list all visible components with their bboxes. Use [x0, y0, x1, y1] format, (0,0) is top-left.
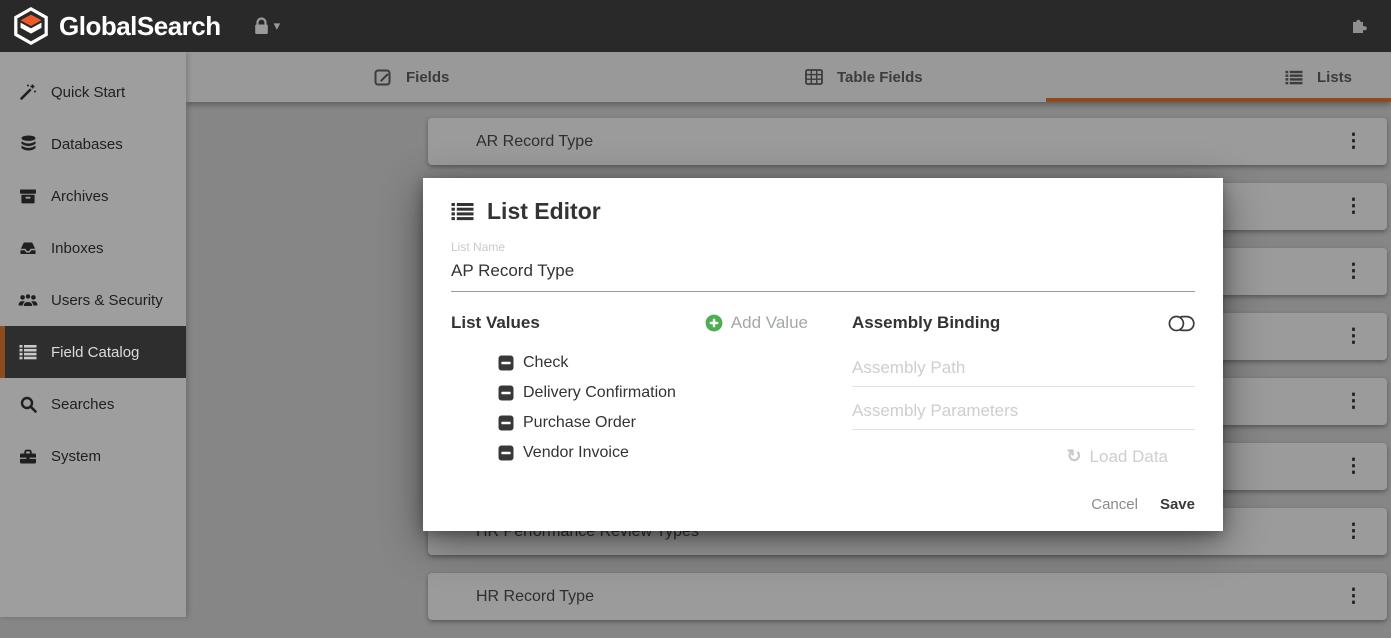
globalsearch-logo-icon [14, 7, 48, 45]
app-logo: GlobalSearch [12, 7, 221, 45]
briefcase-icon [18, 448, 38, 465]
load-data-label: Load Data [1089, 446, 1168, 466]
plus-circle-icon [705, 314, 723, 332]
app-title: GlobalSearch [59, 10, 221, 41]
sidebar-item-label: Inboxes [51, 239, 104, 257]
list-row[interactable]: AR Record Type ⋮ [428, 118, 1387, 165]
list-value-item: Delivery Confirmation [498, 378, 808, 408]
list-name-label: List Name [451, 240, 506, 254]
sidebar: Quick Start Databases Archives [0, 52, 186, 617]
tab-label: Fields [406, 68, 450, 86]
caret-down-icon: ▾ [273, 18, 281, 33]
list-value-label: Delivery Confirmation [523, 384, 676, 401]
list-editor-modal: List Editor List Name List Values Add Va… [423, 178, 1223, 531]
assembly-parameters-input[interactable] [852, 393, 1195, 430]
modal-title-text: List Editor [487, 198, 601, 224]
list-name-field: List Name [451, 240, 1195, 292]
sidebar-item-users-security[interactable]: Users & Security [0, 274, 186, 326]
lock-icon [254, 17, 268, 34]
sidebar-item-system[interactable]: System [0, 430, 186, 482]
database-icon [18, 135, 38, 153]
tab-table-fields[interactable]: Table Fields [805, 52, 923, 102]
sidebar-item-label: Databases [51, 135, 123, 153]
sidebar-item-label: System [51, 447, 102, 465]
list-value-item: Vendor Invoice [498, 438, 808, 468]
tab-fields[interactable]: Fields [374, 52, 449, 102]
assembly-binding-heading: Assembly Binding [852, 313, 1001, 332]
list-value-item: Purchase Order [498, 408, 808, 438]
list-icon [451, 202, 474, 221]
sidebar-item-label: Quick Start [51, 83, 126, 101]
list-value-label: Purchase Order [523, 414, 636, 431]
remove-value-icon[interactable] [498, 385, 514, 401]
puzzle-icon [1353, 19, 1367, 33]
list-value-label: Vendor Invoice [523, 444, 629, 461]
sidebar-item-searches[interactable]: Searches [0, 378, 186, 430]
kebab-menu-icon[interactable]: ⋮ [1344, 196, 1363, 217]
inbox-icon [18, 240, 38, 256]
kebab-menu-icon[interactable]: ⋮ [1344, 456, 1363, 477]
tab-lists[interactable]: Lists [1285, 52, 1352, 102]
list-values-header: List Values Add Value [451, 310, 808, 336]
sidebar-item-field-catalog[interactable]: Field Catalog [0, 326, 186, 378]
sidebar-item-archives[interactable]: Archives [0, 170, 186, 222]
kebab-menu-icon[interactable]: ⋮ [1344, 586, 1363, 607]
tab-label: Lists [1317, 68, 1353, 86]
list-values-column: List Values Add Value [451, 310, 808, 468]
assembly-binding-column: Assembly Binding ↻ Load Data [852, 310, 1195, 468]
kebab-menu-icon[interactable]: ⋮ [1344, 261, 1363, 282]
modal-footer: Cancel Save [1091, 496, 1195, 513]
list-values-heading: List Values [451, 313, 540, 332]
archive-icon [18, 188, 38, 205]
sidebar-item-label: Field Catalog [51, 343, 140, 361]
edit-icon [374, 68, 392, 86]
list-row[interactable]: HR Record Type ⋮ [428, 573, 1387, 620]
list-value-item: Check [498, 348, 808, 378]
refresh-icon: ↻ [1066, 446, 1082, 466]
remove-value-icon[interactable] [498, 445, 514, 461]
modal-title: List Editor [451, 198, 1195, 225]
assembly-path-input[interactable] [852, 350, 1195, 387]
tab-bar: Fields Table Fields [186, 52, 1391, 102]
list-values: Check Delivery Confirmation [451, 348, 808, 468]
integrations-button[interactable] [1350, 16, 1369, 34]
kebab-menu-icon[interactable]: ⋮ [1344, 131, 1363, 152]
sidebar-item-inboxes[interactable]: Inboxes [0, 222, 186, 274]
list-icon [1285, 70, 1303, 85]
search-icon [18, 396, 38, 413]
sidebar-item-quick-start[interactable]: Quick Start [0, 66, 186, 118]
remove-value-icon[interactable] [498, 415, 514, 431]
toggle-off-icon [1168, 315, 1195, 331]
active-tab-indicator [1046, 98, 1391, 102]
add-value-label: Add Value [730, 313, 808, 332]
remove-value-icon[interactable] [498, 355, 514, 371]
table-icon [805, 69, 823, 85]
kebab-menu-icon[interactable]: ⋮ [1344, 521, 1363, 542]
modal-columns: List Values Add Value [451, 310, 1195, 468]
tab-label: Table Fields [837, 68, 923, 86]
assembly-binding-header: Assembly Binding [852, 310, 1195, 336]
save-button[interactable]: Save [1159, 496, 1195, 513]
users-icon [18, 292, 38, 308]
list-icon [18, 344, 38, 360]
app-header: GlobalSearch ▾ [0, 0, 1391, 52]
list-name-input[interactable] [451, 254, 1195, 292]
list-row-label: HR Record Type [476, 587, 594, 605]
list-value-label: Check [523, 354, 569, 371]
add-value-button[interactable]: Add Value [705, 313, 808, 333]
sidebar-item-label: Searches [51, 395, 115, 413]
list-row-label: AR Record Type [476, 132, 594, 150]
cancel-button[interactable]: Cancel [1091, 496, 1138, 513]
sidebar-item-label: Users & Security [51, 291, 163, 309]
load-data-button[interactable]: ↻ Load Data [852, 446, 1168, 467]
wand-icon [18, 83, 38, 101]
sidebar-item-label: Archives [51, 187, 109, 205]
kebab-menu-icon[interactable]: ⋮ [1344, 391, 1363, 412]
lock-menu[interactable]: ▾ [253, 17, 281, 35]
assembly-binding-toggle[interactable] [1168, 315, 1195, 332]
sidebar-item-databases[interactable]: Databases [0, 118, 186, 170]
kebab-menu-icon[interactable]: ⋮ [1344, 326, 1363, 347]
